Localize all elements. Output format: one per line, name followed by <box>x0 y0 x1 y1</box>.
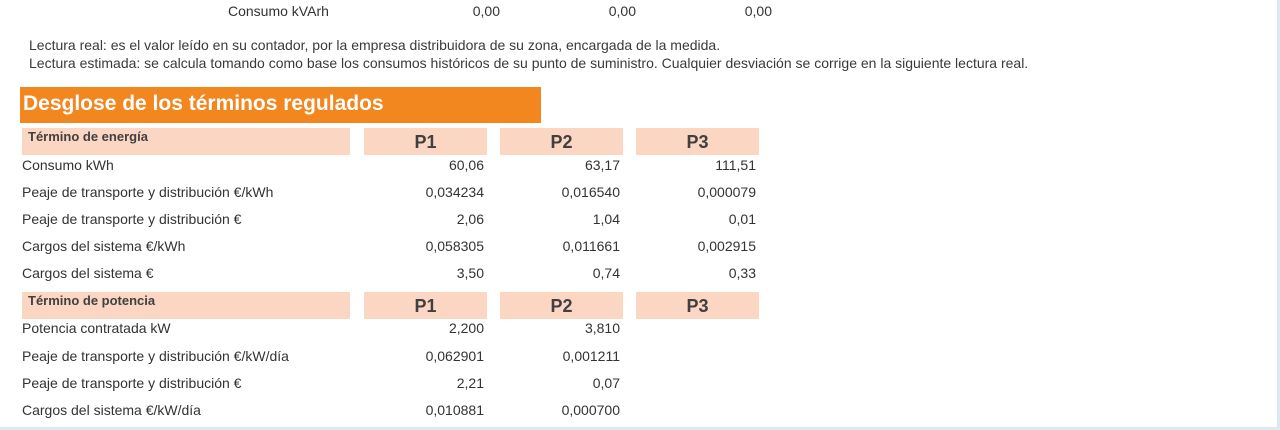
energy-period-p3: P3 <box>636 128 759 155</box>
energy-row-value: 63,17 <box>584 157 620 173</box>
power-period-p3: P3 <box>636 292 759 319</box>
energy-row-value: 0,034234 <box>425 184 484 200</box>
kvarh-value-p3: 0,00 <box>744 3 772 19</box>
power-row-label: Peaje de transporte y distribución € <box>22 375 242 391</box>
kvarh-value-p1: 0,00 <box>472 3 500 19</box>
power-row-value: 0,001211 <box>562 348 620 364</box>
energy-row-value: 0,011661 <box>562 238 620 254</box>
energy-period-p2: P2 <box>500 128 623 155</box>
power-row-value: 2,21 <box>456 375 484 391</box>
energy-row-value: 0,016540 <box>561 184 620 200</box>
energy-row-label: Consumo kWh <box>22 157 114 173</box>
energy-row-value: 2,06 <box>456 211 484 227</box>
power-row-label: Potencia contratada kW <box>22 320 171 336</box>
section-title: Desglose de los términos regulados <box>20 87 541 123</box>
kvarh-label: Consumo kVArh <box>228 3 329 19</box>
power-header-label: Término de potencia <box>22 292 350 319</box>
energy-row-label: Cargos del sistema € <box>22 265 154 281</box>
energy-row-value: 0,01 <box>728 211 756 227</box>
energy-period-p1: P1 <box>364 128 487 155</box>
power-period-p1: P1 <box>364 292 487 319</box>
energy-row-value: 0,74 <box>592 265 620 281</box>
energy-row-value: 0,000079 <box>697 184 756 200</box>
energy-row-value: 0,002915 <box>697 238 756 254</box>
power-row-value: 0,010881 <box>425 402 484 418</box>
energy-row-label: Peaje de transporte y distribución €/kWh <box>22 184 274 200</box>
energy-row-value: 0,058305 <box>425 238 484 254</box>
energy-header-label: Término de energía <box>22 128 350 155</box>
power-row-value: 0,07 <box>592 375 620 391</box>
power-row-value: 2,200 <box>448 320 484 336</box>
kvarh-value-p2: 0,00 <box>608 3 636 19</box>
power-period-p2: P2 <box>500 292 623 319</box>
power-row-value: 3,810 <box>584 320 620 336</box>
energy-row-label: Cargos del sistema €/kWh <box>22 238 186 254</box>
energy-row-value: 3,50 <box>456 265 484 281</box>
energy-row-label: Peaje de transporte y distribución € <box>22 211 242 227</box>
note-real-reading: Lectura real: es el valor leído en su co… <box>29 37 721 53</box>
power-row-value: 0,062901 <box>425 348 484 364</box>
note-estimated-reading: Lectura estimada: se calcula tomando com… <box>29 55 1029 71</box>
energy-row-value: 111,51 <box>715 157 756 173</box>
energy-row-value: 60,06 <box>448 157 484 173</box>
energy-row-value: 0,33 <box>728 265 756 281</box>
energy-row-value: 1,04 <box>592 211 620 227</box>
power-row-label: Peaje de transporte y distribución €/kW/… <box>22 348 289 364</box>
power-row-value: 0,000700 <box>561 402 620 418</box>
power-row-label: Cargos del sistema €/kW/día <box>22 402 201 418</box>
